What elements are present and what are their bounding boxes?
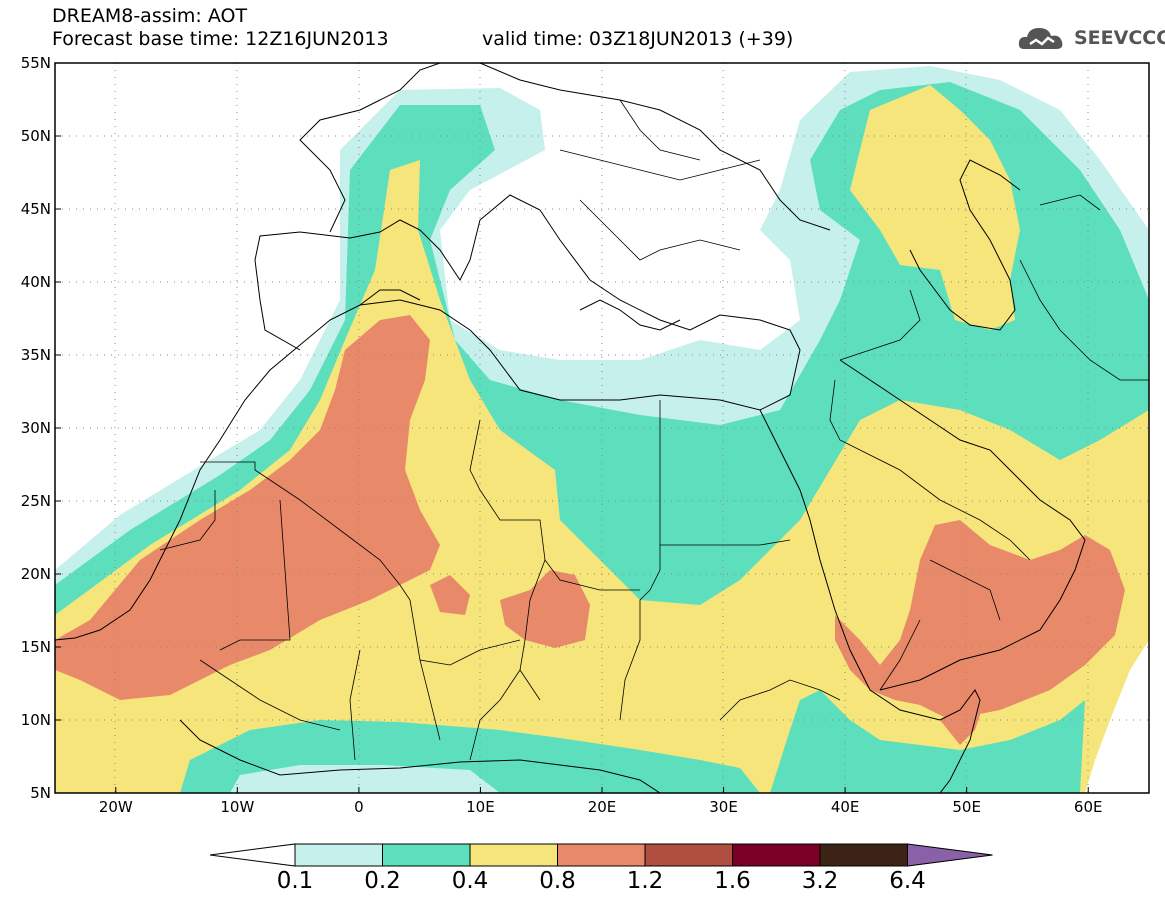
lat-label-35N: 35N: [21, 346, 51, 364]
aot-fill-0.8-sahara: [55, 315, 440, 700]
lon-label-30E: 30E: [709, 798, 738, 816]
lon-label-0: 0: [354, 798, 364, 816]
lon-label-20W: 20W: [99, 798, 133, 816]
lon-label-40E: 40E: [831, 798, 860, 816]
lat-label-20N: 20N: [21, 565, 51, 583]
lat-label-5N: 5N: [30, 784, 51, 802]
aot-fill-0.1-south: [230, 765, 500, 793]
lon-label-20E: 20E: [588, 798, 617, 816]
colorbar-label: 1.2: [626, 868, 664, 894]
colorbar-label: 0.1: [276, 868, 314, 894]
map-title: DREAM8-assim: AOT: [52, 5, 248, 27]
coastlines: [55, 63, 1086, 793]
colorbar-label: 1.6: [714, 868, 751, 894]
cloud-icon: [1018, 28, 1063, 49]
aot-fill-0.8-patch2: [500, 570, 590, 648]
map-grid: [55, 63, 1149, 793]
latitude-labels: 55N 50N 45N 40N 35N 30N 25N 20N 15N 10N 5N: [21, 54, 61, 802]
aot-fill-0.8-patch1: [430, 575, 470, 615]
aot-contours: [55, 66, 1149, 793]
logo-text: SEEVCCC: [1074, 27, 1165, 49]
lat-label-55N: 55N: [21, 54, 51, 72]
aot-fill-0.8-arabia: [835, 520, 1125, 720]
aot-fill-0.4-caspian: [850, 85, 1020, 330]
colorbar-swatch: [382, 843, 471, 867]
colorbar-swatch: [469, 843, 558, 867]
forecast-base-time: Forecast base time: 12Z16JUN2013: [52, 28, 389, 50]
aot-fill-0.2-horn: [770, 690, 1085, 793]
aot-fill-0.1-southeast: [1085, 640, 1149, 793]
colorbar-label: 0.8: [539, 868, 576, 894]
lon-label-10E: 10E: [466, 798, 495, 816]
lon-label-50E: 50E: [952, 798, 981, 816]
colorbar-label: 0.4: [451, 868, 489, 894]
country-borders: [159, 99, 1149, 761]
lat-label-10N: 10N: [21, 711, 51, 729]
lon-label-60E: 60E: [1074, 798, 1103, 816]
seevccc-logo: SEEVCCC: [1016, 22, 1165, 56]
lon-label-10W: 10W: [220, 798, 254, 816]
colorbar-label: 0.2: [364, 868, 401, 894]
colorbar-swatch: [644, 843, 733, 867]
lat-label-50N: 50N: [21, 127, 51, 145]
lat-label-25N: 25N: [21, 492, 51, 510]
lat-label-45N: 45N: [21, 200, 51, 218]
colorbar-swatch: [732, 843, 821, 867]
aot-fill-0.4: [55, 160, 1149, 793]
colorbar-over-triangle: [907, 843, 993, 867]
lat-label-15N: 15N: [21, 638, 51, 656]
colorbar-label: 6.4: [889, 868, 926, 894]
aot-fill-0.8-somalia: [940, 700, 985, 745]
lat-label-40N: 40N: [21, 273, 51, 291]
colorbar-label: 3.2: [801, 868, 839, 894]
colorbar-under-triangle: [209, 843, 296, 867]
colorbar-swatch: [557, 843, 646, 867]
valid-time: valid time: 03Z18JUN2013 (+39): [482, 28, 794, 50]
colorbar-swatch: [819, 843, 908, 867]
colorbar-swatch: [294, 843, 383, 867]
lat-label-30N: 30N: [21, 419, 51, 437]
longitude-labels: 20W 10W 0 10E 20E 30E 40E 50E 60E: [99, 787, 1103, 816]
